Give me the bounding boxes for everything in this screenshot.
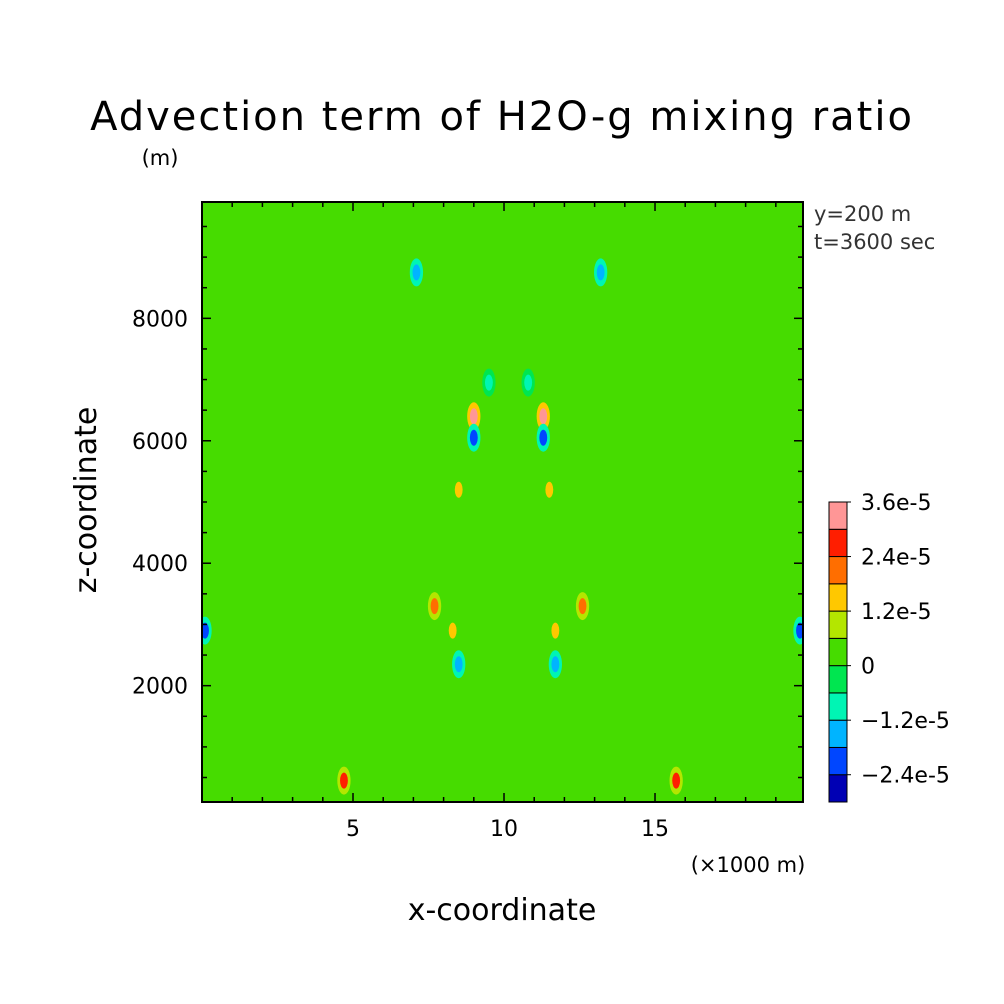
x-axis-label: x-coordinate bbox=[408, 893, 597, 928]
feature-core-6 bbox=[202, 622, 209, 639]
colorbar-segment-10 bbox=[828, 501, 848, 530]
colorbar-segment-5 bbox=[828, 637, 848, 667]
chart-title: Advection term of H2O-g mixing ratio bbox=[90, 94, 914, 140]
colorbar-label-2: 1.2e-5 bbox=[861, 600, 931, 625]
feature-core-11 bbox=[551, 622, 560, 639]
feature-core-12 bbox=[454, 481, 463, 498]
colorbar-label-3: 0 bbox=[861, 655, 875, 680]
feature-core-16 bbox=[484, 374, 493, 391]
feature-core-9 bbox=[578, 598, 587, 615]
colorbar-segment-0 bbox=[828, 774, 848, 803]
colorbar-label-4: −1.2e-5 bbox=[861, 709, 950, 734]
feature-core-19 bbox=[551, 656, 560, 673]
colorbar: 3.6e-5 2.4e-5 1.2e-5 0 −1.2e-5 −2.4e-5 bbox=[828, 491, 950, 803]
feature-core-10 bbox=[448, 622, 457, 639]
y-tick-label-2000: 2000 bbox=[132, 675, 188, 700]
colorbar-segment-6 bbox=[828, 610, 848, 639]
axis-ticks: 5 10 15 2000 4000 6000 8000 bbox=[132, 202, 803, 842]
colorbar-label-1: 2.4e-5 bbox=[861, 546, 931, 571]
colorbar-segment-2 bbox=[828, 719, 848, 748]
x-tick-label-5: 5 bbox=[346, 817, 360, 842]
y-tick-label-8000: 8000 bbox=[132, 307, 188, 332]
colorbar-segment-1 bbox=[828, 746, 848, 776]
colorbar-label-0: 3.6e-5 bbox=[861, 491, 931, 516]
field-background bbox=[202, 202, 803, 802]
feature-core-3 bbox=[539, 429, 548, 446]
y-axis-label: z-coordinate bbox=[69, 407, 104, 594]
contour-field bbox=[202, 202, 803, 802]
feature-core-0 bbox=[469, 408, 478, 425]
feature-core-4 bbox=[340, 772, 348, 789]
feature-core-2 bbox=[469, 429, 478, 446]
colorbar-segment-9 bbox=[828, 528, 848, 558]
feature-core-14 bbox=[412, 264, 421, 281]
y-tick-label-6000: 6000 bbox=[132, 430, 188, 455]
colorbar-segment-8 bbox=[828, 556, 848, 585]
annotation-t: t=3600 sec bbox=[814, 230, 935, 254]
feature-core-17 bbox=[524, 374, 533, 391]
feature-core-5 bbox=[672, 772, 681, 789]
feature-core-13 bbox=[545, 481, 554, 498]
feature-core-1 bbox=[539, 408, 548, 425]
feature-core-18 bbox=[454, 656, 463, 673]
colorbar-label-5: −2.4e-5 bbox=[861, 764, 950, 789]
feature-core-15 bbox=[596, 264, 605, 281]
x-tick-label-15: 15 bbox=[641, 817, 669, 842]
colorbar-segment-4 bbox=[828, 665, 848, 694]
feature-core-8 bbox=[430, 598, 439, 615]
annotation-y: y=200 m bbox=[814, 202, 911, 226]
x-tick-label-10: 10 bbox=[490, 817, 518, 842]
y-unit-label: (m) bbox=[142, 146, 179, 170]
x-unit-label: (×1000 m) bbox=[691, 853, 806, 877]
colorbar-segment-7 bbox=[828, 583, 848, 612]
y-tick-label-4000: 4000 bbox=[132, 552, 188, 577]
colorbar-segment-3 bbox=[828, 692, 848, 721]
feature-core-7 bbox=[796, 622, 803, 639]
